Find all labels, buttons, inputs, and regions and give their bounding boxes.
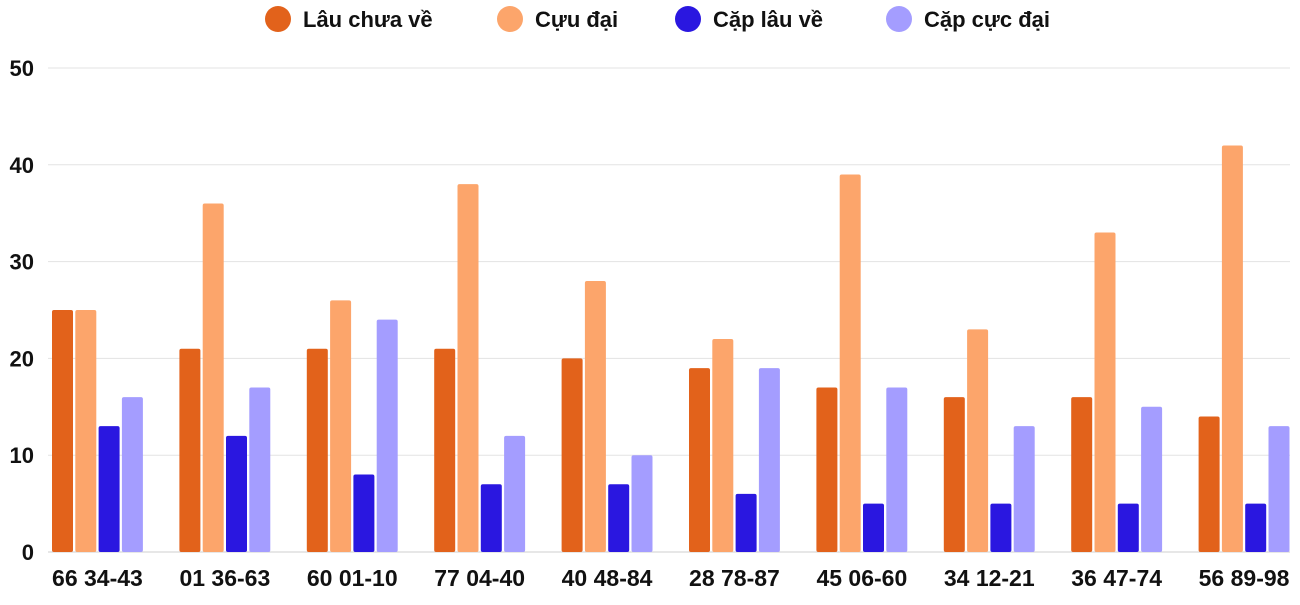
bar-2-6 <box>712 339 734 552</box>
x-category-label: 40 48-84 <box>562 565 653 591</box>
bar-3-10 <box>1245 503 1267 552</box>
bar-3-9 <box>1117 503 1139 552</box>
y-axis-ticks: 0 10 20 30 40 50 <box>10 56 34 565</box>
bar-3-2 <box>226 435 247 552</box>
legend-label: Cựu đại <box>535 7 618 32</box>
bar-3-7 <box>863 503 884 552</box>
legend-item-1[interactable]: Lâu chưa về <box>265 6 433 32</box>
bar-1-8 <box>943 397 965 552</box>
bar-4-10 <box>1268 426 1290 552</box>
bar-2-1 <box>75 310 97 552</box>
bar-1-3 <box>306 348 328 552</box>
x-category-label: 66 34-43 <box>52 565 143 591</box>
bar-1-6 <box>689 368 710 552</box>
bar-4-4 <box>504 435 526 552</box>
bar-1-2 <box>179 348 201 552</box>
bar-2-10 <box>1221 145 1243 552</box>
bars-layer <box>52 145 1290 553</box>
bar-3-5 <box>608 484 630 552</box>
bar-3-8 <box>990 503 1012 552</box>
legend-swatch <box>886 6 912 32</box>
legend-swatch <box>675 6 701 32</box>
x-category-label: 34 12-21 <box>944 565 1035 591</box>
bar-1-10 <box>1198 416 1220 552</box>
legend: Lâu chưa về Cựu đại Cặp lâu về Cặp cực đại <box>265 6 1050 32</box>
bar-3-4 <box>480 484 502 552</box>
x-category-label: 77 04-40 <box>434 565 525 591</box>
bar-2-2 <box>202 203 224 552</box>
bar-3-1 <box>98 426 120 552</box>
legend-swatch <box>265 6 291 32</box>
bar-1-4 <box>434 348 456 552</box>
bar-4-5 <box>631 455 653 552</box>
legend-item-4[interactable]: Cặp cực đại <box>886 6 1050 32</box>
legend-item-3[interactable]: Cặp lâu về <box>675 6 823 32</box>
bar-2-3 <box>330 300 352 552</box>
bar-2-4 <box>457 184 479 552</box>
x-category-label: 36 47-74 <box>1071 565 1162 591</box>
legend-item-2[interactable]: Cựu đại <box>497 6 618 32</box>
bar-1-9 <box>1071 397 1093 552</box>
x-category-label: 60 01-10 <box>307 565 398 591</box>
bar-1-5 <box>561 358 583 552</box>
legend-label: Lâu chưa về <box>303 7 433 32</box>
y-tick-label: 0 <box>22 540 34 565</box>
bar-4-3 <box>376 319 398 552</box>
legend-swatch <box>497 6 523 32</box>
legend-label: Cặp cực đại <box>924 7 1050 32</box>
bar-3-6 <box>735 493 757 552</box>
bar-1-1 <box>52 310 73 552</box>
y-tick-label: 10 <box>10 443 34 468</box>
y-tick-label: 30 <box>10 250 34 275</box>
x-category-label: 56 89-98 <box>1199 565 1290 591</box>
bar-1-7 <box>816 387 838 552</box>
legend-label: Cặp lâu về <box>713 7 823 32</box>
x-axis-categories: 66 34-43 01 36-63 60 01-10 77 04-40 40 48-84… <box>52 565 1290 591</box>
bar-2-5 <box>584 280 606 552</box>
bar-3-3 <box>353 474 375 552</box>
bar-4-7 <box>886 387 908 552</box>
bar-4-8 <box>1013 426 1035 552</box>
bar-4-6 <box>758 368 780 552</box>
y-tick-label: 40 <box>10 153 34 178</box>
bar-2-9 <box>1094 232 1116 552</box>
bar-2-8 <box>967 329 989 552</box>
x-category-label: 28 78-87 <box>689 565 780 591</box>
x-category-label: 01 36-63 <box>179 565 270 591</box>
bar-4-2 <box>249 387 271 552</box>
bar-2-7 <box>839 174 861 553</box>
y-tick-label: 50 <box>10 56 34 81</box>
x-category-label: 45 06-60 <box>816 565 907 591</box>
bar-4-9 <box>1141 406 1163 552</box>
bar-4-1 <box>121 397 143 552</box>
y-tick-label: 20 <box>10 346 34 371</box>
